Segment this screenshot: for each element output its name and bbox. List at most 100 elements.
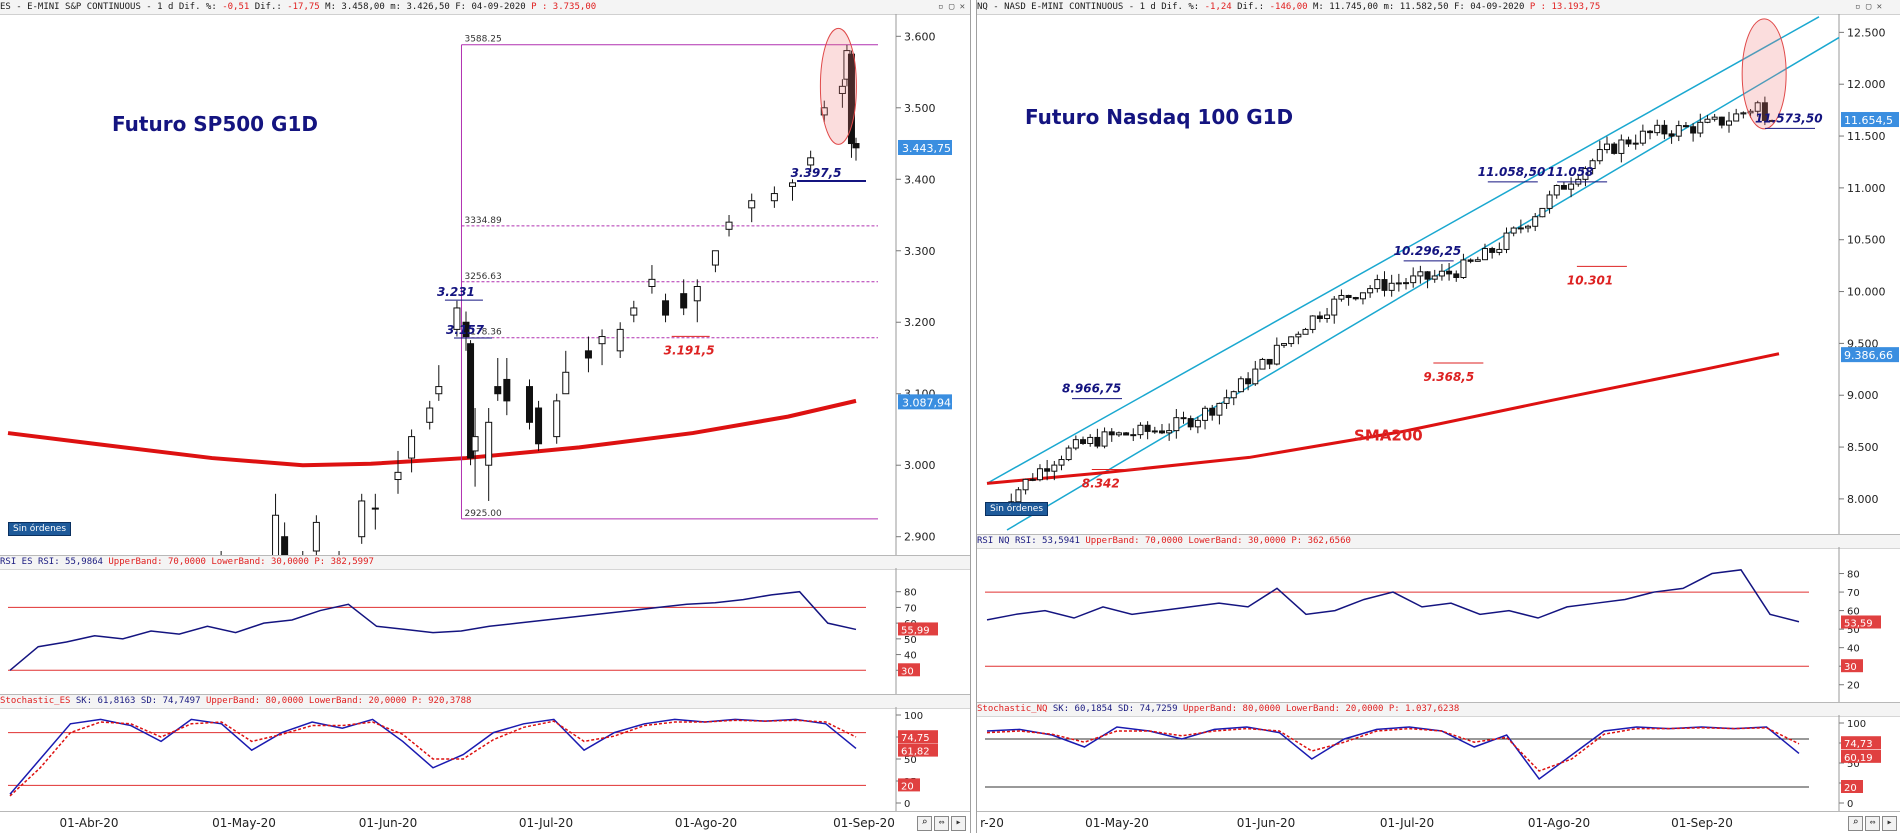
nq-x-label: 01-Ago-20 — [1527, 816, 1591, 830]
es-rsi-y-tick-label: 40 — [904, 651, 917, 662]
nq-candle-body — [1560, 185, 1567, 190]
nq-candle-body — [1539, 207, 1546, 218]
es-candle-body — [680, 293, 688, 309]
es-candle-body — [525, 386, 533, 423]
nq-nav-end-icon[interactable]: ▸ — [1882, 816, 1897, 831]
es-price-annotation: 3.397,5 — [791, 166, 842, 180]
es-y-tick-label: 3.400 — [904, 173, 936, 186]
es-window-buttons[interactable]: ▫ ▢ ✕ — [938, 2, 966, 12]
nq-x-label: 01-Sep-20 — [1671, 816, 1733, 830]
nq-candle-body — [1417, 271, 1424, 277]
es-candle-body — [494, 386, 502, 395]
es-candle-body — [598, 336, 606, 345]
nq-last-price-badge — [1841, 112, 1899, 128]
nq-y-tick-label: 8.500 — [1847, 441, 1879, 454]
es-x-label: 01-Ago-20 — [674, 816, 738, 830]
es-dif-pct-label: Dif. %: — [178, 2, 217, 12]
es-rsi-y-tick-label: 80 — [904, 588, 917, 599]
es-last-price-badge-text: 3.443,75 — [902, 142, 951, 155]
es-symbol: ES - E-MINI S&P CONTINUOUS - — [0, 2, 152, 12]
nq-nav-buttons[interactable]: ⌕ ⇔ ▸ — [1846, 816, 1897, 831]
es-candle-body — [770, 193, 778, 202]
es-chart-window: ES - E-MINI S&P CONTINUOUS - 1 d Dif. %:… — [0, 0, 971, 833]
nq-stoch-y-tick-label: 50 — [1847, 759, 1860, 770]
es-candle-body — [693, 286, 701, 302]
es-y-tick-label: 3.500 — [904, 102, 936, 115]
es-stoch-y-tick-label: 100 — [904, 711, 923, 722]
nq-dif-pct-label: Dif. %: — [1161, 2, 1200, 12]
es-sin-ordenes-badge[interactable]: Sin órdenes — [8, 522, 72, 536]
nq-price-annotation: 11.058,50 — [1478, 165, 1546, 179]
nq-candle-body — [1675, 125, 1682, 137]
nq-candle-body — [1596, 149, 1603, 162]
nq-candle-body — [1489, 248, 1496, 253]
es-x-label: 01-May-20 — [212, 816, 276, 830]
nq-stoch-lower: LowerBand: 20,0000 — [1285, 704, 1384, 714]
nq-candle-body — [1481, 248, 1488, 261]
es-nav-buttons[interactable]: ⌕ ⇔ ▸ — [915, 816, 966, 831]
nq-stoch-header: Stochastic_NQ SK: 60,1854 SD: 74,7259 Up… — [977, 702, 1900, 717]
nq-candle-body — [1044, 468, 1051, 472]
es-price-chart[interactable]: 3.6003.5003.4003.3003.2003.1003.0002.900… — [0, 14, 970, 555]
nq-sma200-badge-text: 9.386,66 — [1844, 349, 1893, 362]
es-candle-body — [847, 53, 855, 145]
es-stoch-value-badge — [898, 730, 938, 744]
es-candle-body — [408, 436, 416, 459]
nq-y-tick-label: 10.500 — [1847, 234, 1886, 247]
nq-candle-body — [1302, 328, 1309, 335]
es-min-label: m: — [390, 2, 402, 12]
nq-price-chart[interactable]: 12.500 12.000 11.500 11.000 10.500 10.000 9.50… — [977, 14, 1900, 534]
es-dif-pct: -0,51 — [222, 2, 250, 12]
nq-rsi-y-tick-label: 80 — [1847, 570, 1860, 581]
nq-candle-body — [1395, 282, 1402, 285]
nq-stoch-band-badge-text: 20 — [1844, 783, 1857, 794]
nq-candle-body — [1510, 227, 1517, 234]
nq-candle-body — [1051, 464, 1058, 472]
es-rsi-p: P: 382,5997 — [314, 557, 374, 567]
nq-candle-body — [1711, 116, 1718, 120]
nq-date-label: F: — [1453, 2, 1465, 12]
nq-rsi-name: RSI NQ — [977, 536, 1010, 546]
nq-rsi-upper: UpperBand: 70,0000 — [1085, 536, 1183, 546]
nq-sin-ordenes-badge[interactable]: Sin órdenes — [985, 502, 1049, 516]
es-nav-end-icon[interactable]: ▸ — [951, 816, 966, 831]
nq-stoch-value-badge — [1841, 736, 1881, 750]
nq-max-label: M: — [1313, 2, 1324, 12]
nq-candle-body — [1546, 194, 1553, 209]
nq-min: 11.582,50 — [1399, 2, 1449, 12]
es-nav-zoom-icon[interactable]: ⌕ — [917, 816, 932, 831]
nq-nav-zoom-icon[interactable]: ⌕ — [1848, 816, 1863, 831]
es-fib-level-label: 3256.63 — [464, 272, 501, 282]
nq-nav-scroll-icon[interactable]: ⇔ — [1865, 816, 1880, 831]
es-candle-body — [358, 500, 366, 538]
es-min: 3.426,50 — [406, 2, 450, 12]
es-candle-body — [426, 407, 434, 423]
nq-rsi-p: P: 362,6560 — [1291, 536, 1351, 546]
nq-chart-title: Futuro Nasdaq 100 G1D — [1025, 105, 1294, 129]
es-stoch-y-tick-label: 50 — [904, 755, 917, 766]
es-rsi-value-badge-text: 55,99 — [901, 625, 930, 636]
nq-candle-body — [1281, 343, 1287, 346]
nq-candle-body — [1553, 185, 1560, 196]
nq-x-label: 01-May-20 — [1085, 816, 1149, 830]
es-stoch-series-0 — [9, 718, 857, 795]
es-nav-scroll-icon[interactable]: ⇔ — [934, 816, 949, 831]
nq-candle-body — [1603, 143, 1610, 151]
nq-y-tick-label: 10.000 — [1847, 286, 1886, 299]
nq-candle-body — [1036, 468, 1043, 481]
nq-candle-body — [1618, 139, 1625, 154]
nq-sma200-line — [986, 352, 1780, 485]
es-sma200-badge — [898, 394, 952, 410]
nq-window-buttons[interactable]: ▫ ▢ ✕ — [1855, 2, 1883, 12]
nq-candle-body — [1245, 378, 1252, 385]
nq-date: 04-09-2020 — [1470, 2, 1525, 12]
nq-candle-body — [1058, 459, 1065, 466]
nq-x-label: 01-Jun-20 — [1236, 816, 1296, 830]
es-candle-body — [535, 407, 543, 445]
nq-candle-body — [1259, 358, 1266, 370]
es-candle-body — [562, 371, 570, 395]
